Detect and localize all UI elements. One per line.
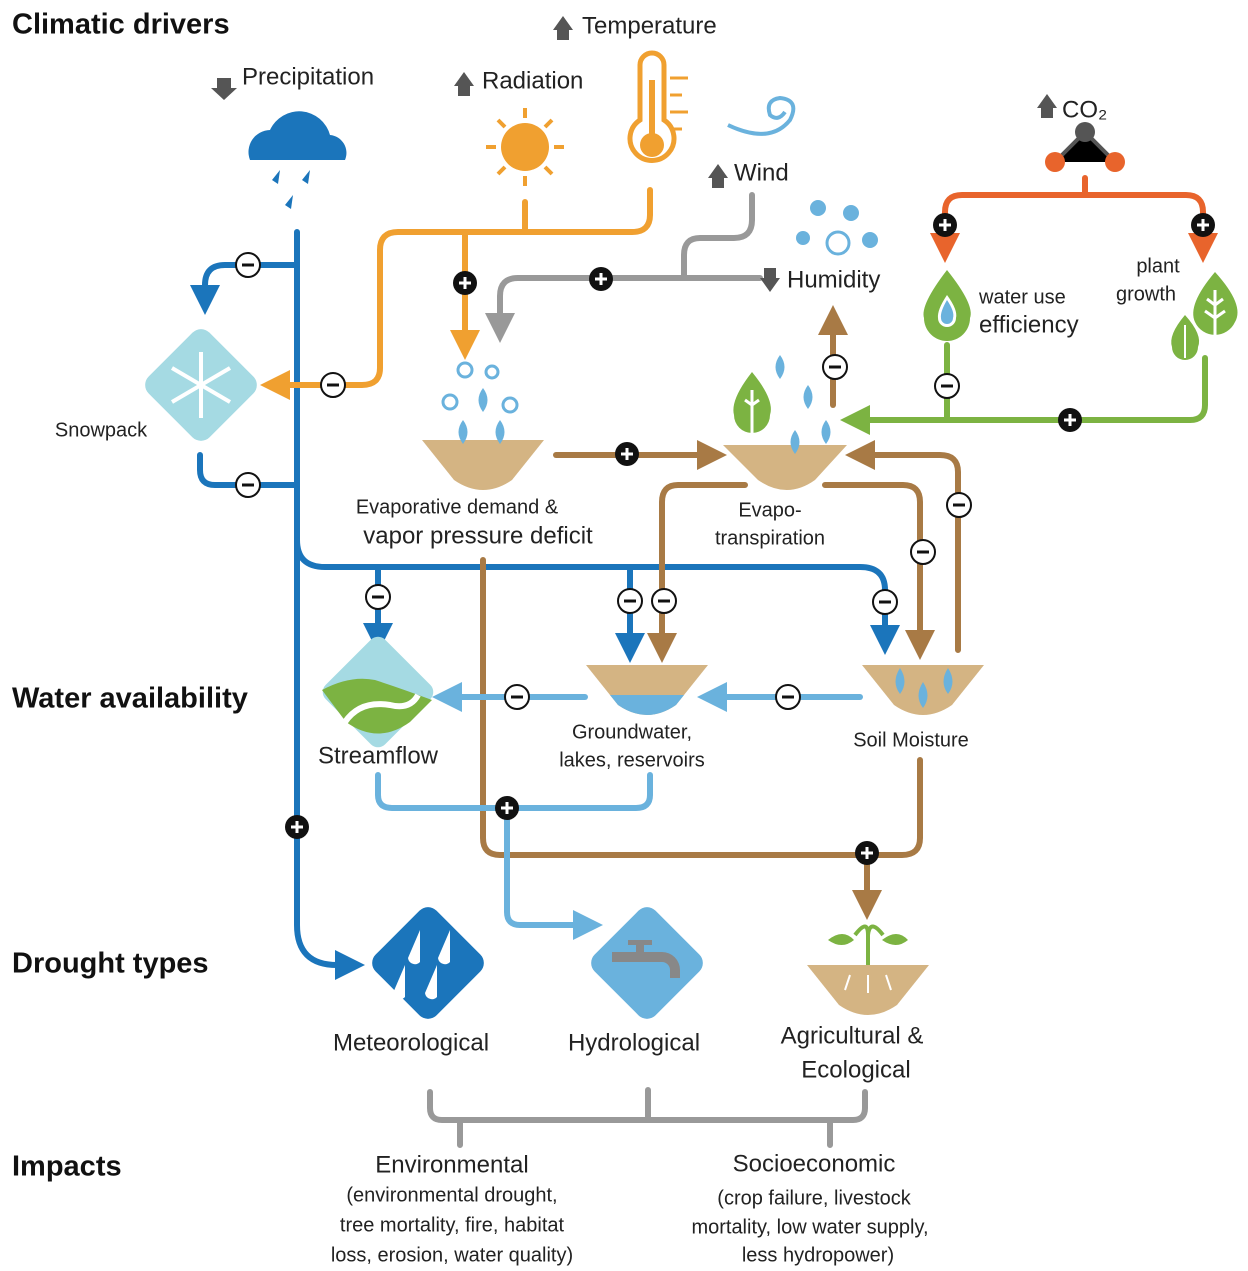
flows bbox=[190, 175, 1218, 1148]
plus-sign bbox=[459, 277, 471, 289]
drought-label: Agricultural & bbox=[781, 1022, 924, 1049]
node-label: Soil Moisture bbox=[853, 729, 969, 751]
driver-label: Wind bbox=[734, 159, 789, 186]
drought-label: Ecological bbox=[801, 1056, 910, 1083]
driver-label: Humidity bbox=[787, 266, 880, 293]
plant-label: growth bbox=[1116, 283, 1176, 305]
impact-line: (crop failure, livestock bbox=[717, 1187, 911, 1209]
impact-line: mortality, low water supply, bbox=[691, 1216, 928, 1238]
plus-sign bbox=[1197, 219, 1209, 231]
plus-sign bbox=[501, 802, 513, 814]
drought-label: Hydrological bbox=[568, 1029, 700, 1056]
node-label: Evaporative demand & bbox=[356, 496, 559, 518]
node-label: lakes, reservoirs bbox=[559, 749, 705, 771]
signs bbox=[235, 213, 1215, 865]
plus-sign bbox=[939, 219, 951, 231]
node-label: vapor pressure deficit bbox=[363, 522, 593, 549]
impact-line: tree mortality, fire, habitat bbox=[340, 1214, 565, 1236]
driver-label: Temperature bbox=[582, 12, 717, 39]
node-label: transpiration bbox=[715, 527, 825, 549]
plant-label: efficiency bbox=[979, 311, 1079, 338]
plus-sign bbox=[1064, 414, 1076, 426]
impact-line: less hydropower) bbox=[742, 1244, 894, 1266]
impact-title: Socioeconomic bbox=[733, 1150, 896, 1177]
driver-label: Precipitation bbox=[242, 63, 374, 90]
plus-sign bbox=[861, 847, 873, 859]
drought-label: Meteorological bbox=[333, 1029, 489, 1056]
impact-title: Environmental bbox=[375, 1151, 528, 1178]
plus-sign bbox=[291, 821, 303, 833]
node-label: Streamflow bbox=[318, 742, 439, 769]
plus-sign bbox=[595, 273, 607, 285]
node-label: Snowpack bbox=[55, 419, 148, 441]
node-label: Evapo- bbox=[738, 499, 801, 521]
driver-label: CO₂ bbox=[1062, 96, 1107, 123]
impact-line: loss, erosion, water quality) bbox=[331, 1244, 573, 1266]
node-label: Groundwater, bbox=[572, 721, 692, 743]
driver-label: Radiation bbox=[482, 67, 583, 94]
plant-label: water use bbox=[978, 286, 1066, 308]
icons bbox=[145, 16, 1238, 1019]
plant-label: plant bbox=[1136, 255, 1180, 277]
section-title: Drought types bbox=[12, 948, 209, 980]
impact-line: (environmental drought, bbox=[346, 1184, 557, 1206]
section-title: Impacts bbox=[12, 1151, 122, 1183]
plus-sign bbox=[621, 448, 633, 460]
section-title: Water availability bbox=[12, 683, 248, 715]
section-title: Climatic drivers bbox=[12, 9, 230, 41]
